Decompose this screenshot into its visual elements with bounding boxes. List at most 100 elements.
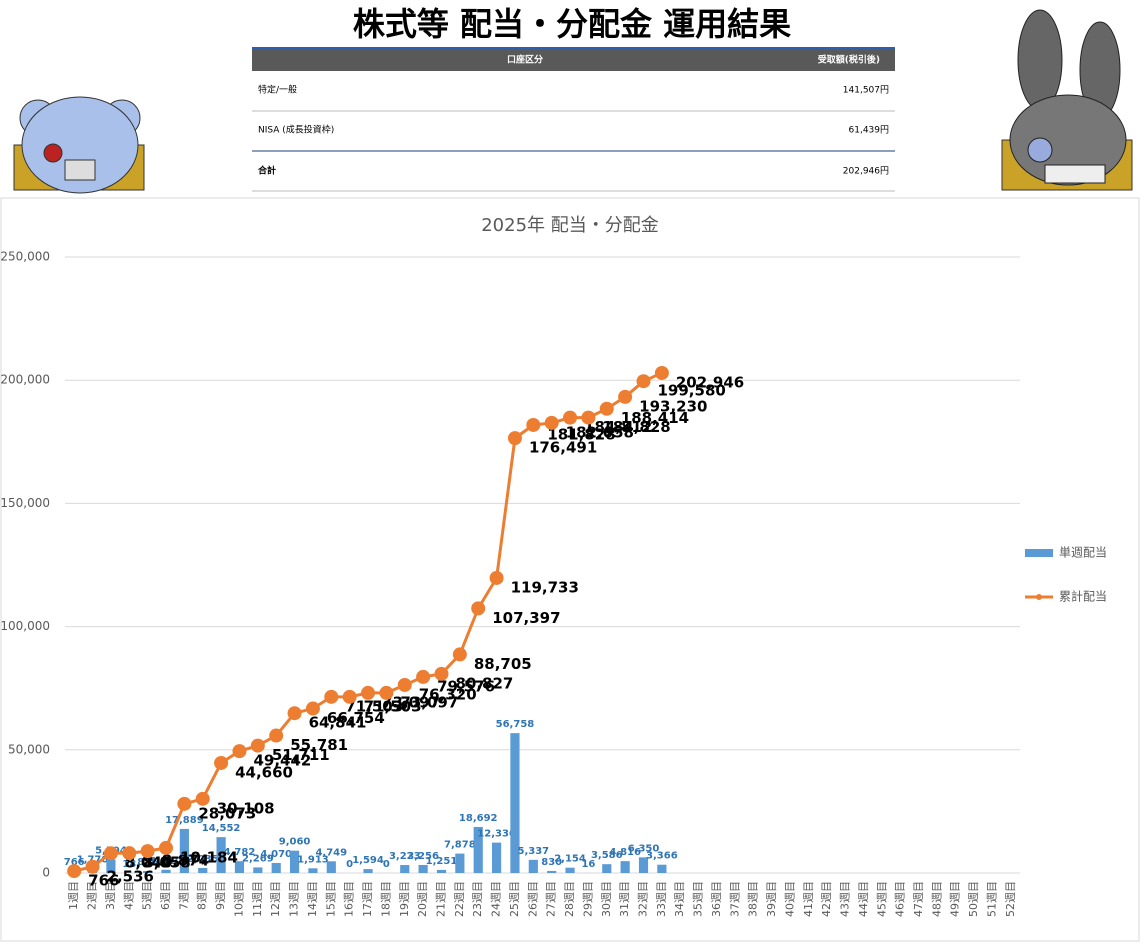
x-tick-label: 41週目	[802, 881, 815, 917]
bar	[492, 843, 501, 873]
line-point	[416, 670, 430, 684]
x-tick-label: 26週目	[526, 881, 539, 917]
line-point	[86, 860, 100, 874]
line-point	[379, 686, 393, 700]
x-tick-label: 39週目	[765, 881, 778, 917]
legend-label: 単週配当	[1059, 546, 1107, 560]
bar-label: 9,060	[279, 837, 311, 848]
x-tick-label: 16週目	[343, 881, 356, 917]
x-tick-label: 7週目	[177, 881, 190, 910]
x-tick-label: 52週目	[1004, 881, 1017, 917]
line-point	[343, 690, 357, 704]
x-tick-label: 27週目	[545, 881, 558, 917]
y-tick-label: 200,000	[0, 373, 50, 387]
line-point	[214, 756, 228, 770]
bear-mascot	[14, 97, 144, 193]
line-label: 10,184	[180, 848, 238, 866]
bar-label: 1,594	[352, 855, 384, 866]
line-point	[563, 411, 577, 425]
line-label: 80,827	[455, 674, 513, 692]
x-tick-label: 28週目	[563, 881, 576, 917]
x-tick-label: 33週目	[655, 881, 668, 917]
x-tick-label: 15週目	[324, 881, 337, 917]
line-point	[251, 739, 265, 753]
line-point	[196, 792, 210, 806]
bar-label: 56,758	[496, 719, 535, 730]
x-tick-label: 14週目	[306, 881, 319, 917]
bar	[547, 871, 556, 873]
table-head: 口座区分	[507, 54, 543, 66]
bar-label: 4,749	[315, 847, 347, 858]
line-point	[637, 374, 651, 388]
line-point	[288, 706, 302, 720]
line-label: 30,108	[217, 799, 275, 817]
line-point	[600, 402, 614, 416]
y-tick-label: 0	[42, 866, 50, 880]
line-point	[434, 667, 448, 681]
x-tick-label: 34週目	[673, 881, 686, 917]
x-tick-label: 19週目	[398, 881, 411, 917]
bar-label: 12,336	[477, 829, 516, 840]
bar-label: 14,552	[202, 823, 241, 834]
bar-label: 1,251	[426, 856, 458, 867]
x-tick-label: 42週目	[820, 881, 833, 917]
line-point	[490, 571, 504, 585]
chart-frame	[1, 198, 1139, 941]
bar	[455, 854, 464, 873]
line-label: 193,230	[639, 397, 707, 415]
x-tick-label: 47週目	[912, 881, 925, 917]
line-point	[453, 647, 467, 661]
bar	[400, 865, 409, 873]
rabbit-mascot	[1002, 10, 1132, 190]
table-head: 受取額(税引後)	[818, 54, 880, 66]
line-label: 202,946	[676, 373, 744, 391]
legend-label: 累計配当	[1059, 589, 1107, 604]
x-tick-label: 40週目	[783, 881, 796, 917]
line-point	[122, 846, 136, 860]
bar-label: 5,337	[517, 846, 549, 857]
line-label: 88,705	[474, 655, 532, 673]
bar	[327, 861, 336, 873]
y-tick-label: 100,000	[0, 619, 50, 633]
x-tick-label: 32週目	[637, 881, 650, 917]
line-point	[471, 601, 485, 615]
x-tick-label: 51週目	[985, 881, 998, 917]
x-tick-label: 22週目	[453, 881, 466, 917]
bar	[657, 865, 666, 873]
x-tick-label: 4週目	[122, 881, 135, 910]
page-title: 株式等 配当・分配金 運用結果	[353, 5, 791, 43]
line-point	[324, 690, 338, 704]
line-point	[306, 702, 320, 716]
x-tick-label: 44週目	[857, 881, 870, 917]
line-point	[141, 844, 155, 858]
x-tick-label: 25週目	[508, 881, 521, 917]
x-tick-label: 45週目	[875, 881, 888, 917]
y-tick-label: 150,000	[0, 496, 50, 510]
x-tick-label: 29週目	[581, 881, 594, 917]
line-point	[67, 864, 81, 878]
x-tick-label: 5週目	[141, 881, 154, 910]
bar-label: 7,878	[444, 840, 476, 851]
x-tick-label: 50週目	[967, 881, 980, 917]
line-label: 55,781	[290, 736, 348, 754]
table-cell: 202,946円	[843, 166, 889, 177]
line-point	[618, 390, 632, 404]
line-point	[398, 678, 412, 692]
line-point	[361, 686, 375, 700]
table-cell: 合計	[258, 165, 276, 177]
x-tick-label: 49週目	[949, 881, 962, 917]
line-point	[159, 841, 173, 855]
table-cell: 141,507円	[843, 85, 889, 96]
x-tick-label: 37週目	[728, 881, 741, 917]
table-cell: 61,439円	[849, 125, 890, 136]
bar-label: 3,366	[646, 851, 678, 862]
bar	[308, 868, 317, 873]
bar-label: 4,070	[260, 849, 292, 860]
table-cell: 特定/一般	[258, 84, 297, 96]
table-header	[252, 48, 895, 71]
bar	[529, 860, 538, 873]
line-point	[104, 846, 118, 860]
chart-title: 2025年 配当・分配金	[481, 215, 659, 236]
